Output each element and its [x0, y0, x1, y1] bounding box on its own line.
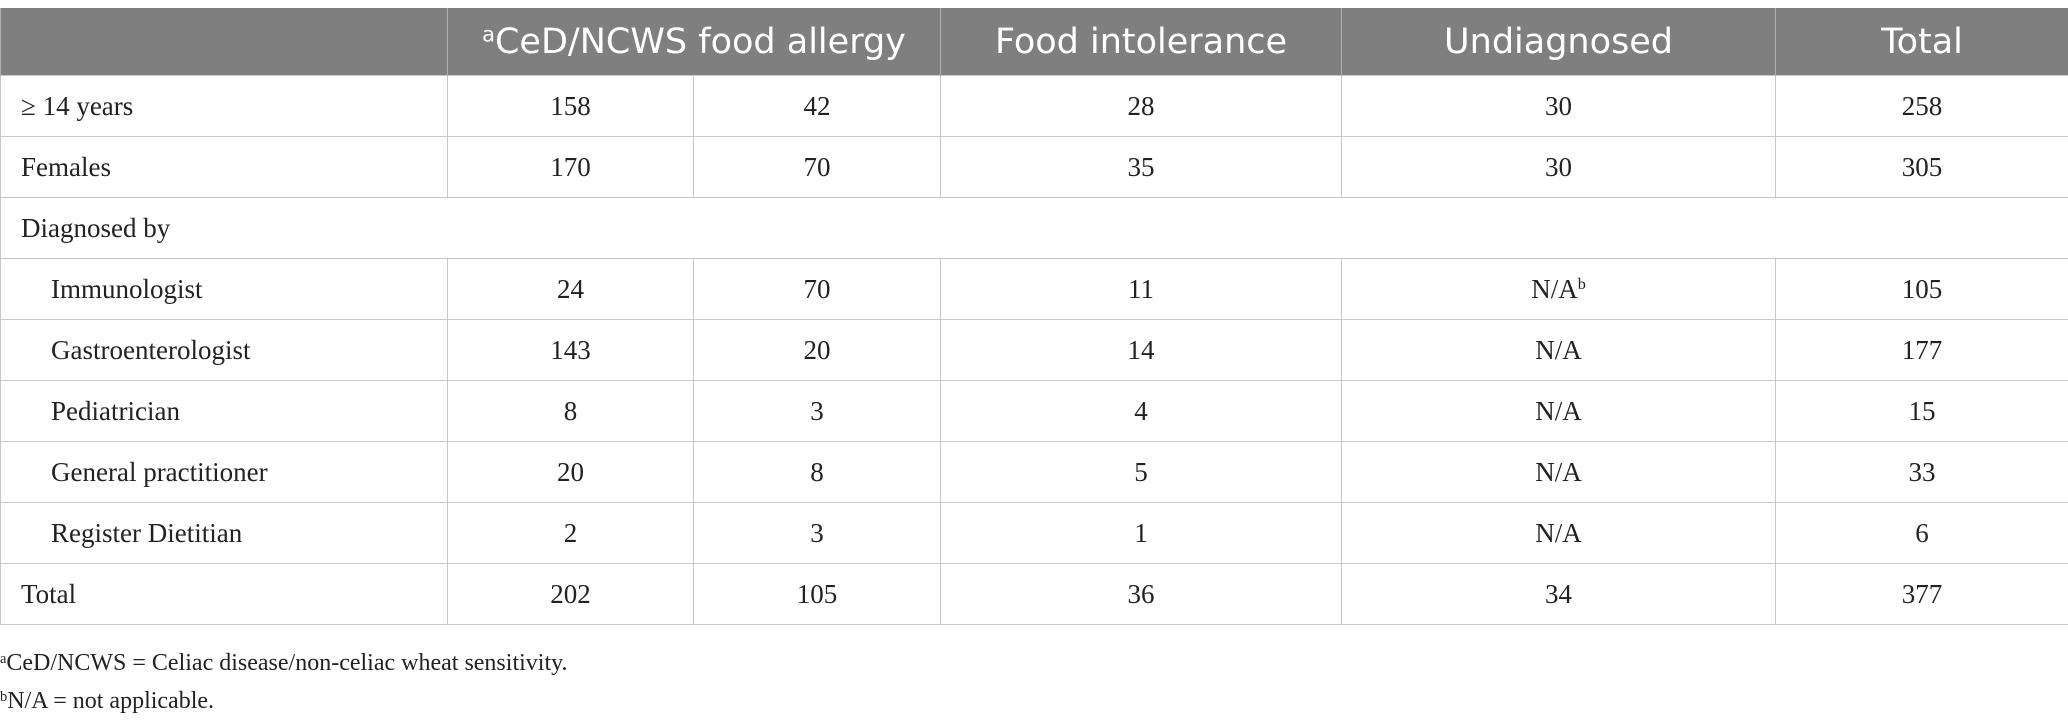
row-label: Total — [0, 563, 448, 625]
table-cell: 70 — [692, 258, 942, 320]
header-cell-label — [0, 8, 448, 76]
table-cell: 143 — [447, 319, 694, 381]
table-cell: N/Ab — [1341, 258, 1777, 320]
table-cell: 258 — [1775, 75, 2068, 137]
table-row: General practitioner 20 8 5 N/A 33 — [0, 441, 2068, 503]
table-cell: 14 — [940, 319, 1343, 381]
table-cell: 377 — [1775, 563, 2068, 625]
header-cell-total: Total — [1775, 8, 2068, 76]
footnote-b: bN/A = not applicable. — [0, 688, 215, 714]
table-footnotes: aCeD/NCWS = Celiac disease/non-celiac wh… — [0, 644, 568, 720]
table-cell: 3 — [692, 380, 942, 442]
table-cell: 33 — [1775, 441, 2068, 503]
header-cell-ced-ncws: aCeD/NCWS food allergy — [446, 8, 942, 76]
table-cell: 177 — [1775, 319, 2068, 381]
header-cell-food-intolerance: Food intolerance — [940, 8, 1343, 76]
row-label: Pediatrician — [0, 380, 448, 442]
table-body: ≥ 14 years 158 42 28 30 258 Females 170 70 35 30 30… — [0, 75, 2068, 625]
table-cell: 105 — [692, 563, 942, 625]
row-label: Females — [0, 136, 448, 198]
table-row: Females 170 70 35 30 305 — [0, 136, 2068, 198]
table-row: Immunologist 24 70 11 N/Ab 105 — [0, 258, 2068, 320]
table-cell: 30 — [1341, 136, 1777, 198]
row-label: Gastroenterologist — [0, 319, 448, 381]
table-row: Total 202 105 36 34 377 — [0, 563, 2068, 625]
table-cell: 170 — [447, 136, 694, 198]
table-cell: 1 — [940, 502, 1343, 564]
table-cell: 35 — [940, 136, 1343, 198]
table-cell: 305 — [1775, 136, 2068, 198]
section-row: Diagnosed by — [0, 197, 2068, 259]
row-label: Register Dietitian — [0, 502, 448, 564]
table-cell: 20 — [447, 441, 694, 503]
table-cell: N/A — [1341, 319, 1777, 381]
table-cell: 8 — [692, 441, 942, 503]
footnote-marker: a — [482, 21, 495, 46]
table-cell: N/A — [1341, 380, 1777, 442]
data-table: aCeD/NCWS food allergy Food intolerance … — [0, 8, 2068, 625]
table-cell: 11 — [940, 258, 1343, 320]
table-row: Register Dietitian 2 3 1 N/A 6 — [0, 502, 2068, 564]
table-cell: 42 — [692, 75, 942, 137]
row-label: Immunologist — [0, 258, 448, 320]
table-cell: 30 — [1341, 75, 1777, 137]
table-cell: 70 — [692, 136, 942, 198]
table-cell: 202 — [447, 563, 694, 625]
table-cell: 3 — [692, 502, 942, 564]
table-cell: 28 — [940, 75, 1343, 137]
table-cell: N/A — [1341, 441, 1777, 503]
table-cell: 24 — [447, 258, 694, 320]
row-label: ≥ 14 years — [0, 75, 448, 137]
table-cell: 158 — [447, 75, 694, 137]
table-cell: 20 — [692, 319, 942, 381]
table-cell: 34 — [1341, 563, 1777, 625]
footnote-marker: b — [1577, 274, 1586, 293]
header-row: aCeD/NCWS food allergy Food intolerance … — [0, 8, 2068, 76]
table-row: Gastroenterologist 143 20 14 N/A 177 — [0, 319, 2068, 381]
footnote-a: aCeD/NCWS = Celiac disease/non-celiac wh… — [0, 650, 568, 676]
table-cell: 4 — [940, 380, 1343, 442]
table-cell: 8 — [447, 380, 694, 442]
table-cell: 15 — [1775, 380, 2068, 442]
table-cell: 6 — [1775, 502, 2068, 564]
row-label: General practitioner — [0, 441, 448, 503]
table-cell: 2 — [447, 502, 694, 564]
table-cell: N/A — [1341, 502, 1777, 564]
section-label: Diagnosed by — [0, 197, 2068, 259]
table-cell: 5 — [940, 441, 1343, 503]
table-row: Pediatrician 8 3 4 N/A 15 — [0, 380, 2068, 442]
header-cell-undiagnosed: Undiagnosed — [1341, 8, 1777, 76]
table-row: ≥ 14 years 158 42 28 30 258 — [0, 75, 2068, 137]
table-cell: 36 — [940, 563, 1343, 625]
table-cell: 105 — [1775, 258, 2068, 320]
